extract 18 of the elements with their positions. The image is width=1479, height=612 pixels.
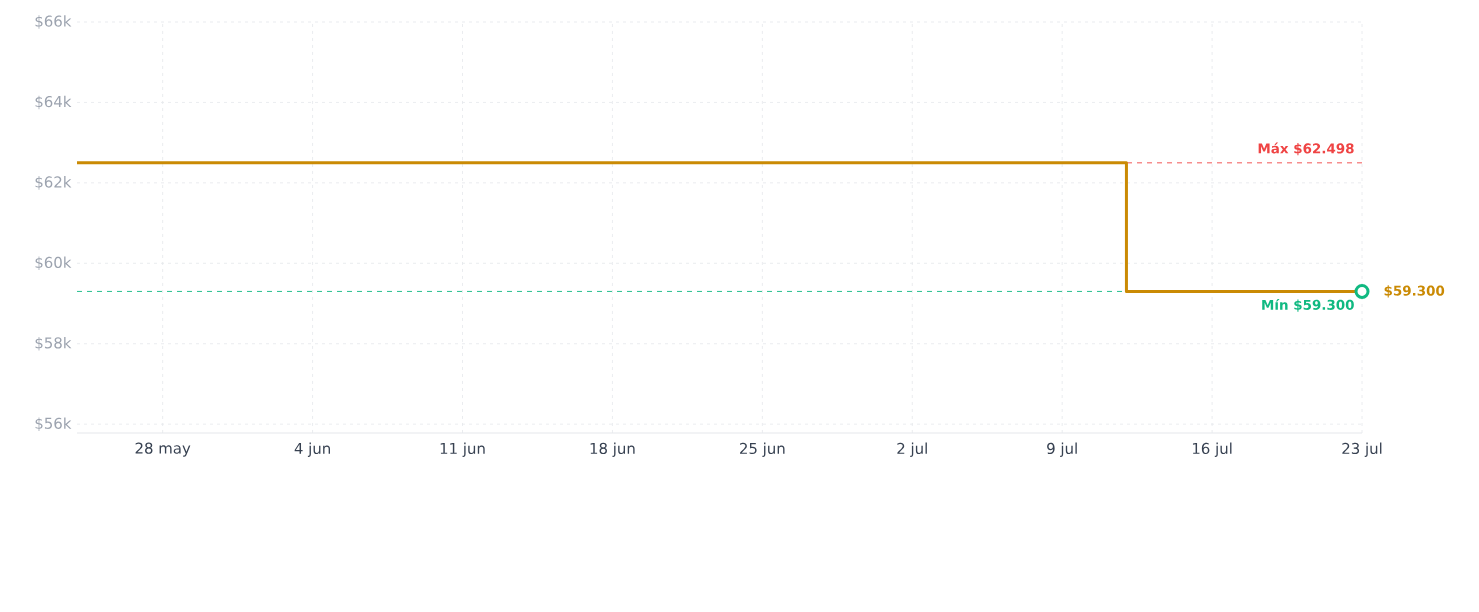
ref-line-label: Máx $62.498 bbox=[1258, 142, 1354, 156]
x-tick-label: 11 jun bbox=[440, 442, 485, 457]
x-tick-label: 23 jul bbox=[1342, 442, 1382, 457]
x-tick-label: 4 jun bbox=[294, 442, 330, 457]
ref-line-label: Mín $59.300 bbox=[1262, 298, 1354, 312]
x-tick-label: 28 may bbox=[135, 442, 191, 457]
y-tick-label: $60k bbox=[35, 256, 72, 271]
x-tick-label: 25 jun bbox=[740, 442, 785, 457]
x-tick-label: 2 jul bbox=[897, 442, 927, 457]
x-tick-label: 9 jul bbox=[1047, 442, 1077, 457]
x-tick-label: 18 jun bbox=[590, 442, 635, 457]
y-tick-label: $56k bbox=[35, 417, 72, 431]
y-tick-label: $58k bbox=[35, 336, 72, 351]
y-tick-label: $64k bbox=[35, 95, 72, 110]
x-tick-label: 16 jul bbox=[1192, 442, 1232, 457]
y-tick-label: $62k bbox=[35, 176, 72, 190]
y-tick-label: $66k bbox=[35, 15, 72, 29]
annotation: $59.300 bbox=[1384, 285, 1445, 298]
